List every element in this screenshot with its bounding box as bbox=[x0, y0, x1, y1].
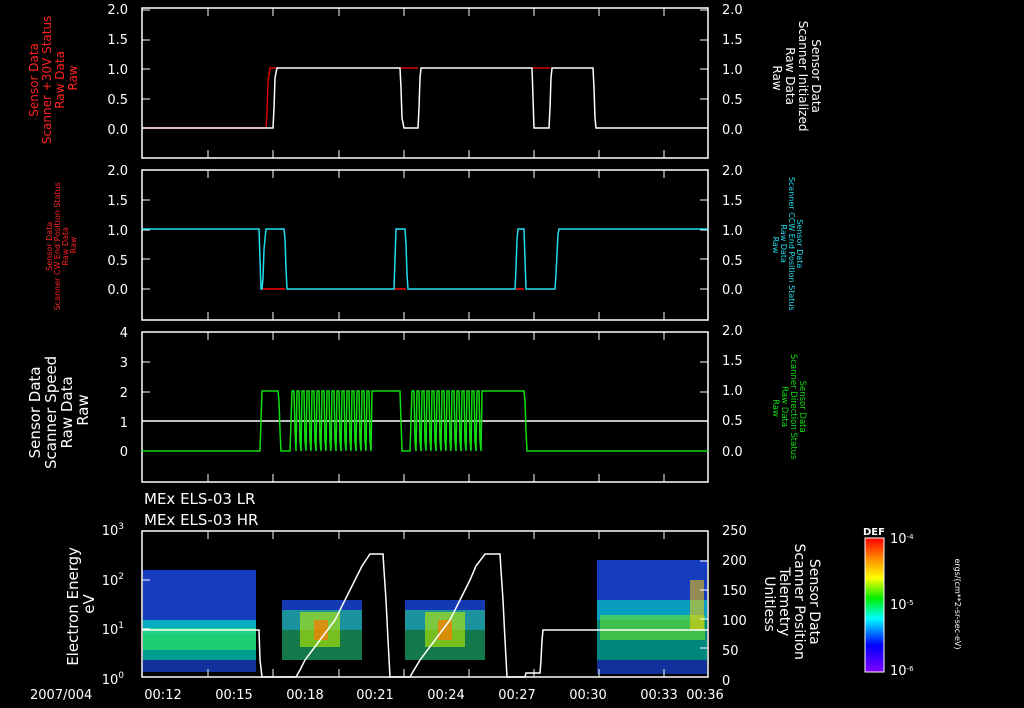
ytick: 0.0 bbox=[722, 123, 743, 138]
svg-text:100: 100 bbox=[722, 614, 747, 629]
ytick: 0.0 bbox=[722, 445, 743, 460]
ytick: 4 bbox=[120, 326, 128, 341]
colorbar: DEF 10-4 10-5 10-6 ergs/(cm**2-sr-sec-eV… bbox=[863, 527, 962, 679]
panel-1-right-ylabel: Sensor Data Scanner Initialized Raw Data… bbox=[770, 21, 823, 136]
svg-text:0: 0 bbox=[722, 674, 730, 689]
panel-2: 2.0 1.5 1.0 0.5 0.0 2.0 1.5 1.0 0.5 0.0 … bbox=[45, 164, 804, 321]
xtick: 00:12 bbox=[144, 688, 181, 703]
ytick: 0.5 bbox=[722, 93, 743, 108]
ytick: 0.0 bbox=[107, 283, 128, 298]
svg-text:10-5: 10-5 bbox=[890, 598, 914, 613]
colorbar-gradient bbox=[864, 537, 885, 673]
svg-text:100: 100 bbox=[102, 671, 125, 688]
ytick: 1.5 bbox=[722, 33, 743, 48]
panel-2-right-ylabel: Sensor Data Scanner CCW End Position Sta… bbox=[771, 177, 804, 313]
panel-1-frame bbox=[141, 7, 709, 159]
panel-4-left-ylabel: Electron Energy eV bbox=[64, 542, 98, 666]
panel-1-left-yticks: 2.0 1.5 1.0 0.5 0.0 bbox=[107, 3, 128, 138]
ytick: 1.0 bbox=[722, 63, 743, 78]
ytick: 1 bbox=[120, 416, 128, 431]
colorbar-units: ergs/(cm**2-sr-sec-eV) bbox=[953, 558, 962, 649]
x-date-label: 2007/004 bbox=[30, 688, 92, 703]
ytick: 2.0 bbox=[722, 324, 743, 339]
xtick: 00:15 bbox=[215, 688, 252, 703]
ytick: 1.5 bbox=[722, 354, 743, 369]
svg-text:102: 102 bbox=[102, 572, 124, 589]
xtick: 00:36 bbox=[686, 688, 723, 703]
ytick: 1.0 bbox=[722, 224, 743, 239]
ytick: 0.5 bbox=[107, 93, 128, 108]
xtick: 00:21 bbox=[356, 688, 393, 703]
ytick: 1.5 bbox=[722, 194, 743, 209]
panel-2-frame bbox=[141, 169, 709, 321]
ytick: 1.5 bbox=[107, 194, 128, 209]
xtick: 00:27 bbox=[498, 688, 535, 703]
panel-4-left-yticks: 103 102 101 100 bbox=[102, 522, 125, 688]
svg-text:200: 200 bbox=[722, 554, 747, 569]
ytick: 1.5 bbox=[107, 33, 128, 48]
ytick: 2.0 bbox=[722, 164, 743, 179]
xtick: 00:33 bbox=[640, 688, 677, 703]
panel-1: 2.0 1.5 1.0 0.5 0.0 2.0 1.5 1.0 0.5 0.0 … bbox=[27, 3, 823, 159]
ytick: 1.0 bbox=[107, 224, 128, 239]
panel-3-frame bbox=[141, 331, 709, 483]
xtick: 00:24 bbox=[427, 688, 464, 703]
ytick: 3 bbox=[120, 356, 128, 371]
svg-text:103: 103 bbox=[102, 522, 124, 539]
ytick: 2.0 bbox=[107, 164, 128, 179]
svg-text:50: 50 bbox=[722, 644, 739, 659]
ytick: 2.0 bbox=[107, 3, 128, 18]
panel-3-left-ylabel: Sensor Data Scanner Speed Raw Data Raw bbox=[26, 351, 92, 469]
panel-1-left-ylabel: Sensor Data Scanner +30V Status Raw Data… bbox=[27, 12, 80, 144]
svg-text:150: 150 bbox=[722, 584, 747, 599]
spectrogram-data bbox=[143, 560, 707, 674]
panel-3: 4 3 2 1 0 2.0 1.5 1.0 0.5 0.0 Sensor Dat… bbox=[26, 324, 807, 483]
ytick: 0.5 bbox=[722, 254, 743, 269]
x-tick-marks bbox=[207, 8, 665, 677]
panel-4: MEx ELS-03 LR MEx ELS-03 HR bbox=[64, 490, 822, 689]
ytick: 0 bbox=[120, 445, 128, 460]
spectrogram-title-lr: MEx ELS-03 LR bbox=[144, 490, 255, 508]
x-axis: 2007/004 00:12 00:15 00:18 00:21 00:24 0… bbox=[30, 688, 724, 703]
svg-text:10-6: 10-6 bbox=[890, 664, 914, 679]
xtick: 00:30 bbox=[569, 688, 606, 703]
svg-text:101: 101 bbox=[102, 621, 124, 638]
ytick: 0.0 bbox=[722, 283, 743, 298]
panel-4-frame bbox=[141, 530, 709, 678]
svg-text:250: 250 bbox=[722, 524, 747, 539]
svg-text:10-4: 10-4 bbox=[890, 532, 914, 547]
ytick: 0.5 bbox=[107, 254, 128, 269]
panel-4-right-yticks: 250 200 150 100 50 0 bbox=[722, 524, 747, 689]
ytick: 0.0 bbox=[107, 123, 128, 138]
panel-2-left-ylabel: Sensor Data Scanner CW End Position Stat… bbox=[45, 180, 78, 311]
panel-4-right-ylabel: Sensor Data Scanner Position Telemetry U… bbox=[761, 544, 822, 665]
spectrogram-title-hr: MEx ELS-03 HR bbox=[144, 511, 258, 529]
ytick: 1.0 bbox=[722, 384, 743, 399]
ytick: 1.0 bbox=[107, 63, 128, 78]
colorbar-title: DEF bbox=[863, 527, 885, 538]
panel-1-right-yticks: 2.0 1.5 1.0 0.5 0.0 bbox=[722, 3, 743, 138]
ytick: 0.5 bbox=[722, 414, 743, 429]
ytick: 2.0 bbox=[722, 3, 743, 18]
ytick: 2 bbox=[120, 386, 128, 401]
scanner-position-line bbox=[142, 553, 708, 678]
xtick: 00:18 bbox=[286, 688, 323, 703]
panel-3-right-ylabel: Sensor Data Scanner Direction Status Raw… bbox=[770, 354, 807, 462]
